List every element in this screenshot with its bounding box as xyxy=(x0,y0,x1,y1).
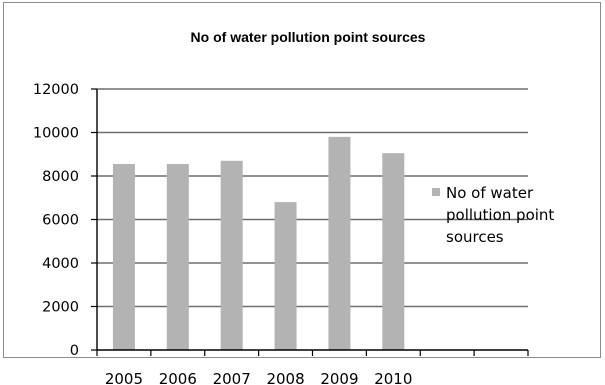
legend-label: sources xyxy=(446,228,504,246)
y-tick-label: 4000 xyxy=(42,256,79,272)
x-tick-label: 2006 xyxy=(159,370,197,385)
x-tick-label: 2009 xyxy=(320,370,358,385)
legend-label: pollution point xyxy=(446,206,554,224)
bars xyxy=(112,136,405,350)
bar-2006 xyxy=(166,164,189,350)
bar-2010 xyxy=(382,153,405,350)
chart-title: No of water pollution point sources xyxy=(191,29,426,45)
legend-label: No of water xyxy=(446,184,534,202)
y-tick-label: 6000 xyxy=(42,213,79,229)
y-tick-label: 12000 xyxy=(33,82,79,98)
x-tick-label: 2010 xyxy=(374,370,412,385)
x-tick-label: 2007 xyxy=(213,370,251,385)
bar-2009 xyxy=(328,136,351,350)
y-axis-ticks: 0 2000 4000 6000 8000 10000 12000 xyxy=(33,82,79,359)
x-tick-label: 2008 xyxy=(266,370,304,385)
x-tick-label: 2005 xyxy=(105,370,143,385)
legend-swatch xyxy=(432,188,440,196)
chart-frame xyxy=(3,2,601,358)
bar-2007 xyxy=(220,160,243,350)
axes xyxy=(91,88,529,356)
y-tick-label: 0 xyxy=(70,343,79,359)
legend: No of water pollution point sources xyxy=(432,184,554,246)
bar-2005 xyxy=(112,164,135,350)
y-tick-label: 10000 xyxy=(33,126,79,142)
y-tick-label: 2000 xyxy=(42,300,79,316)
x-axis-ticks: 2005 2006 2007 2008 2009 2010 xyxy=(105,370,413,385)
bar-2008 xyxy=(274,202,297,350)
y-tick-label: 8000 xyxy=(42,169,79,185)
